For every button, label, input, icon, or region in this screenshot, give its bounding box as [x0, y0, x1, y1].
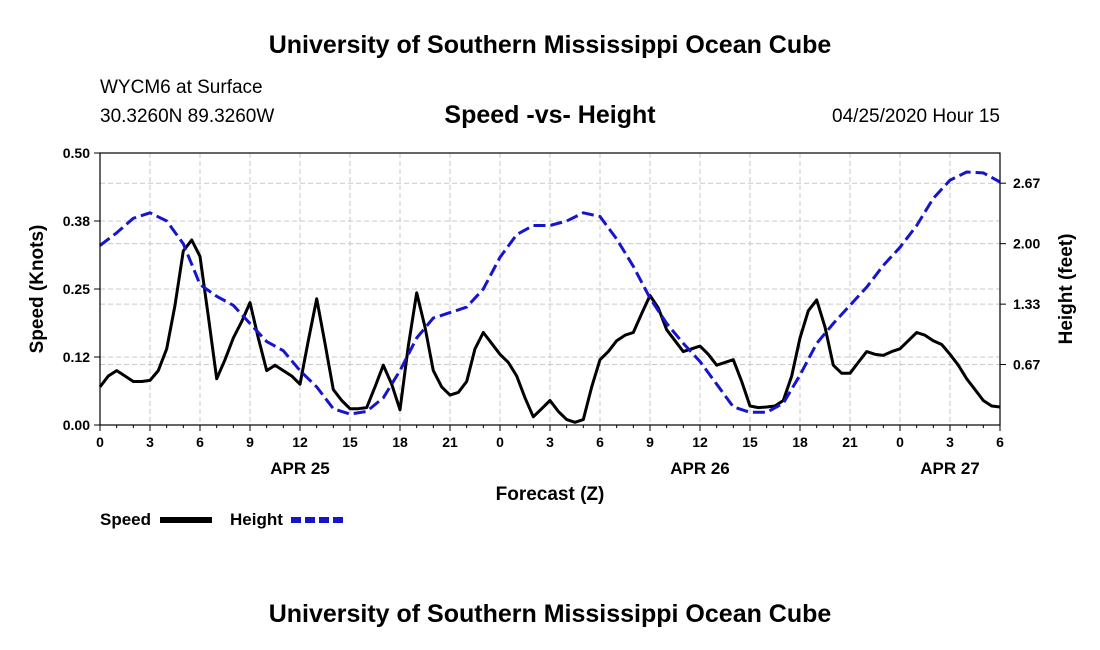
y-right-tick-label: 1.33: [1013, 296, 1040, 312]
x-tick-label: 6: [596, 434, 604, 450]
x-tick-label: 3: [946, 434, 954, 450]
date-label: APR 25: [270, 459, 330, 478]
axis-layer: 0 3 6 9 12 15 18 21 0 3 6 9 12 15 18 21 0 3 6 APR 25 APR 26 A…: [63, 145, 1041, 478]
series-layer: [98, 170, 1001, 424]
footer-title: University of Southern Mississippi Ocean…: [268, 600, 832, 628]
x-tick-label: 0: [896, 434, 904, 450]
y-right-tick-label: 0.67: [1013, 357, 1040, 373]
date-label: APR 26: [670, 459, 730, 478]
x-tick-label: 9: [646, 434, 654, 450]
x-tick-label: 15: [342, 434, 358, 450]
y-left-tick-label: 0.00: [63, 417, 90, 433]
x-tick-label: 15: [742, 434, 758, 450]
x-tick-label: 12: [692, 434, 708, 450]
speed-series-line: [98, 238, 1001, 424]
x-tick-label: 0: [96, 434, 104, 450]
chart-subtitle: Speed -vs- Height: [444, 101, 656, 129]
y-axis-left-label: Speed (Knots): [27, 225, 48, 354]
x-tick-label: 12: [292, 434, 308, 450]
x-tick-label: 6: [196, 434, 204, 450]
coordinates-label: 30.3260N 89.3260W: [100, 106, 275, 127]
legend-height-label: Height: [230, 510, 283, 529]
x-tick-label: 6: [996, 434, 1004, 450]
legend-speed-label: Speed: [100, 510, 151, 529]
forecast-datetime: 04/25/2020 Hour 15: [832, 106, 1000, 127]
x-tick-label: 21: [442, 434, 458, 450]
y-right-tick-label: 2.00: [1013, 236, 1040, 252]
y-left-tick-label: 0.50: [63, 145, 90, 161]
x-tick-label: 21: [842, 434, 858, 450]
height-series-line: [99, 170, 1001, 416]
station-label: WYCM6 at Surface: [100, 77, 263, 98]
y-left-tick-label: 0.25: [63, 281, 90, 297]
y-left-tick-label: 0.12: [63, 349, 90, 365]
x-tick-label: 9: [246, 434, 254, 450]
x-tick-label: 18: [392, 434, 408, 450]
chart-main-title: University of Southern Mississippi Ocean…: [268, 31, 832, 59]
y-left-tick-label: 0.38: [63, 213, 90, 229]
y-right-tick-label: 2.67: [1013, 175, 1040, 191]
x-tick-label: 0: [496, 434, 504, 450]
x-tick-label: 3: [546, 434, 554, 450]
x-tick-label: 18: [792, 434, 808, 450]
x-axis-label: Forecast (Z): [496, 484, 605, 505]
y-axis-right-label: Height (feet): [1056, 234, 1077, 345]
legend: Speed Height: [100, 510, 343, 529]
x-tick-label: 3: [146, 434, 154, 450]
date-label: APR 27: [920, 459, 980, 478]
